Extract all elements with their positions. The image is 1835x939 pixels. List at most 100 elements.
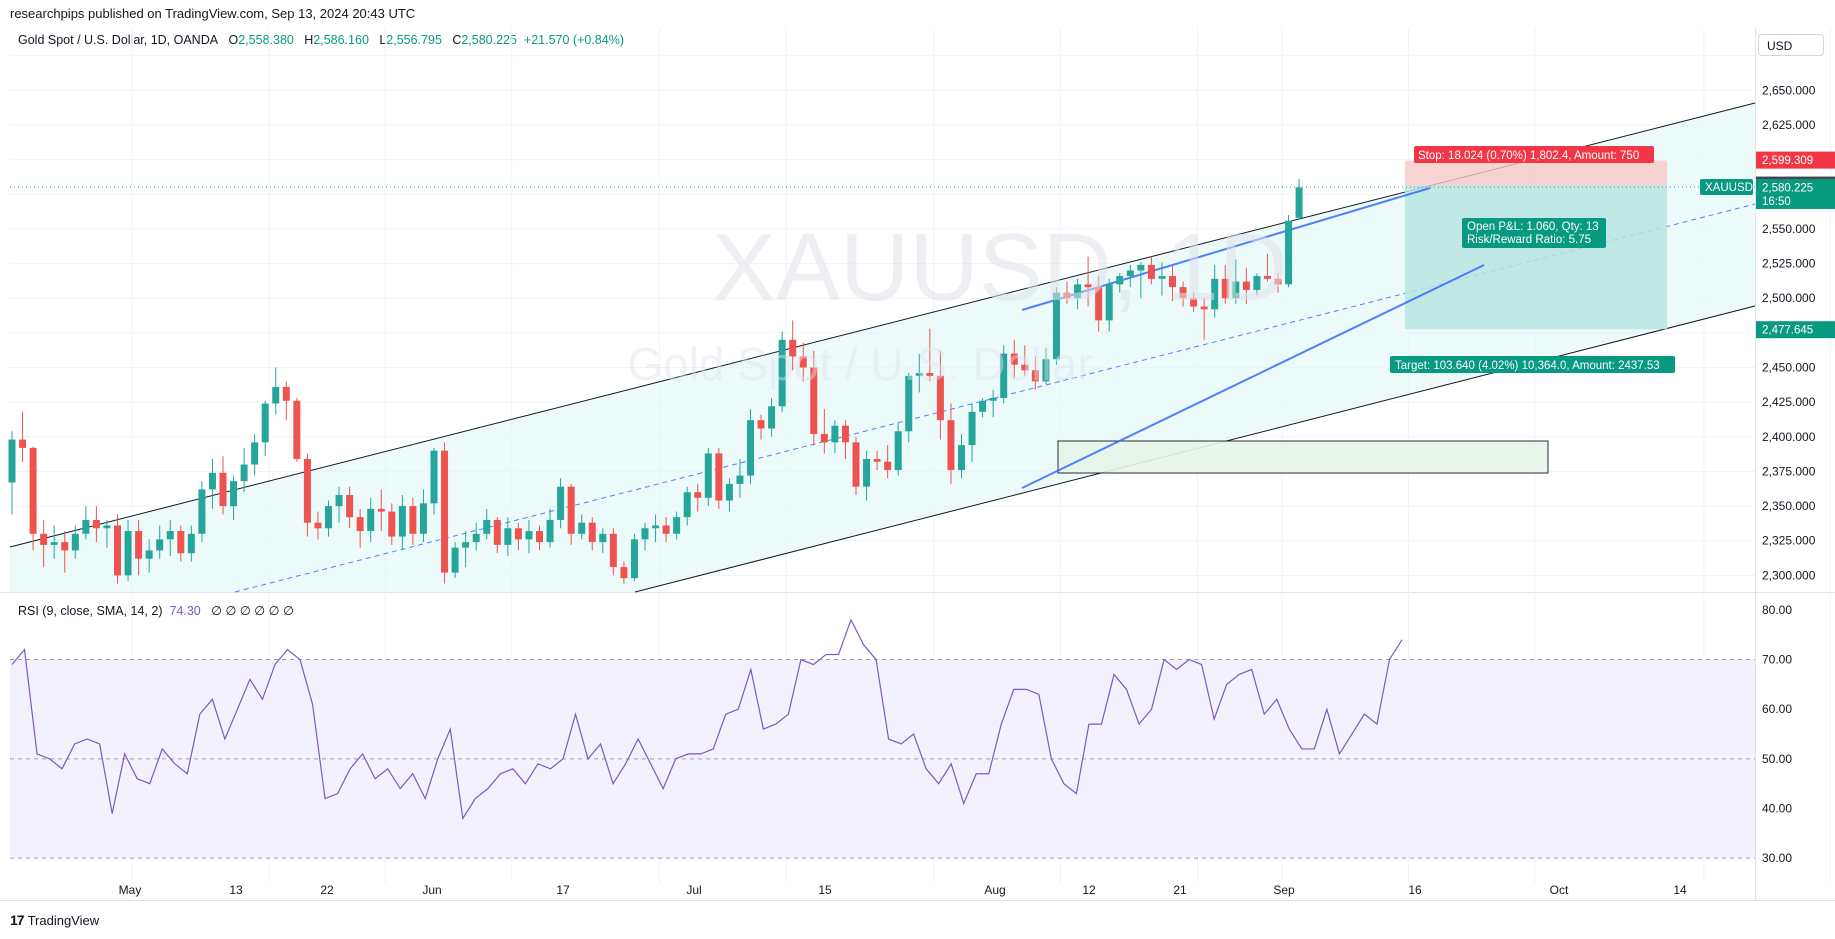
candle-body[interactable] bbox=[1137, 264, 1145, 271]
candle-body[interactable] bbox=[630, 539, 638, 579]
candle-body[interactable] bbox=[1263, 276, 1271, 279]
candle-body[interactable] bbox=[873, 458, 881, 462]
candle-body[interactable] bbox=[557, 486, 565, 520]
candle-body[interactable] bbox=[1221, 278, 1229, 299]
candle-body[interactable] bbox=[757, 420, 765, 429]
candle-body[interactable] bbox=[124, 531, 132, 576]
candle-body[interactable] bbox=[272, 386, 280, 404]
candle-body[interactable] bbox=[1021, 364, 1029, 371]
candle-body[interactable] bbox=[1179, 287, 1187, 299]
candle-body[interactable] bbox=[1169, 276, 1176, 288]
candle-body[interactable] bbox=[29, 447, 37, 534]
candle-body[interactable] bbox=[356, 517, 364, 532]
candle-body[interactable] bbox=[388, 511, 396, 537]
candle-body[interactable] bbox=[778, 339, 786, 407]
candle-body[interactable] bbox=[50, 542, 58, 545]
candle-body[interactable] bbox=[71, 533, 79, 551]
candle-body[interactable] bbox=[609, 533, 617, 568]
candle-body[interactable] bbox=[8, 439, 16, 483]
candle-body[interactable] bbox=[103, 525, 111, 529]
symbol-name[interactable]: Gold Spot / U.S. Dollar, 1D, OANDA bbox=[18, 33, 219, 47]
candle-body[interactable] bbox=[1295, 187, 1303, 218]
candle-body[interactable] bbox=[736, 475, 744, 484]
rsi-line[interactable] bbox=[11, 618, 1403, 821]
candle-body[interactable] bbox=[135, 531, 143, 559]
candle-body[interactable] bbox=[567, 486, 575, 534]
candle-body[interactable] bbox=[1285, 220, 1293, 285]
currency-button[interactable]: USD bbox=[1758, 34, 1824, 56]
candle-body[interactable] bbox=[145, 550, 153, 559]
candle-body[interactable] bbox=[1074, 284, 1082, 299]
candle-body[interactable] bbox=[377, 508, 385, 512]
candle-body[interactable] bbox=[483, 519, 491, 534]
candle-body[interactable] bbox=[652, 525, 660, 529]
candle-body[interactable] bbox=[641, 528, 649, 540]
support-zone-rect[interactable] bbox=[1057, 440, 1549, 474]
candle-body[interactable] bbox=[894, 431, 902, 471]
stop-label-box[interactable] bbox=[1414, 146, 1654, 163]
candle-body[interactable] bbox=[831, 425, 839, 443]
candle-body[interactable] bbox=[472, 533, 480, 543]
pnl-label-box[interactable] bbox=[1462, 218, 1606, 248]
candle-body[interactable] bbox=[989, 397, 997, 401]
candle-body[interactable] bbox=[799, 356, 807, 368]
candle-body[interactable] bbox=[884, 461, 892, 471]
candle-body[interactable] bbox=[114, 525, 121, 576]
candle-body[interactable] bbox=[282, 386, 290, 401]
candle-body[interactable] bbox=[578, 522, 586, 534]
candle-body[interactable] bbox=[208, 472, 216, 490]
candle-body[interactable] bbox=[863, 458, 871, 487]
candle-body[interactable] bbox=[588, 522, 596, 543]
candle-body[interactable] bbox=[715, 453, 723, 501]
candle-body[interactable] bbox=[1105, 284, 1113, 321]
candle-body[interactable] bbox=[261, 403, 269, 443]
target-zone[interactable] bbox=[1405, 185, 1667, 330]
candle-body[interactable] bbox=[1158, 276, 1166, 279]
target-label-box[interactable] bbox=[1390, 356, 1675, 373]
candle-body[interactable] bbox=[810, 367, 818, 435]
candle-body[interactable] bbox=[1190, 298, 1198, 307]
candle-body[interactable] bbox=[683, 492, 691, 518]
candle-body[interactable] bbox=[820, 434, 828, 443]
candle-body[interactable] bbox=[82, 519, 90, 534]
candle-body[interactable] bbox=[441, 450, 449, 573]
candle-body[interactable] bbox=[19, 439, 27, 448]
candle-body[interactable] bbox=[673, 517, 681, 534]
candle-body[interactable] bbox=[958, 445, 965, 471]
candle-body[interactable] bbox=[1126, 270, 1134, 277]
candle-body[interactable] bbox=[947, 420, 955, 471]
candle-body[interactable] bbox=[1211, 278, 1219, 310]
candle-body[interactable] bbox=[915, 373, 923, 376]
candle-body[interactable] bbox=[1116, 276, 1124, 285]
candle-body[interactable] bbox=[1242, 281, 1250, 290]
candle-body[interactable] bbox=[841, 425, 849, 443]
candle-body[interactable] bbox=[40, 533, 48, 545]
candle-body[interactable] bbox=[1052, 292, 1060, 360]
candle-body[interactable] bbox=[1274, 278, 1282, 285]
candle-body[interactable] bbox=[303, 458, 311, 523]
candle-body[interactable] bbox=[536, 531, 543, 543]
candle-body[interactable] bbox=[156, 539, 164, 551]
trendline-upper[interactable] bbox=[1021, 187, 1431, 311]
candle-body[interactable] bbox=[1042, 359, 1050, 382]
candle-body[interactable] bbox=[451, 547, 459, 573]
candle-body[interactable] bbox=[694, 492, 702, 498]
candle-body[interactable] bbox=[525, 531, 533, 540]
candle-body[interactable] bbox=[1084, 284, 1092, 288]
candle-body[interactable] bbox=[219, 472, 227, 507]
candle-body[interactable] bbox=[398, 506, 406, 537]
candle-body[interactable] bbox=[1200, 306, 1208, 310]
candle-body[interactable] bbox=[1232, 281, 1240, 299]
candle-body[interactable] bbox=[419, 503, 427, 534]
candle-body[interactable] bbox=[1063, 292, 1071, 299]
candle-body[interactable] bbox=[314, 522, 322, 529]
footer-brand[interactable]: 17 TradingView bbox=[10, 912, 99, 928]
candle-body[interactable] bbox=[546, 519, 554, 543]
candle-body[interactable] bbox=[789, 339, 797, 357]
candle-body[interactable] bbox=[335, 494, 343, 507]
candle-body[interactable] bbox=[905, 375, 913, 432]
candle-body[interactable] bbox=[979, 400, 987, 412]
candle-body[interactable] bbox=[1253, 276, 1261, 290]
candle-body[interactable] bbox=[240, 464, 248, 482]
candle-body[interactable] bbox=[725, 483, 733, 501]
